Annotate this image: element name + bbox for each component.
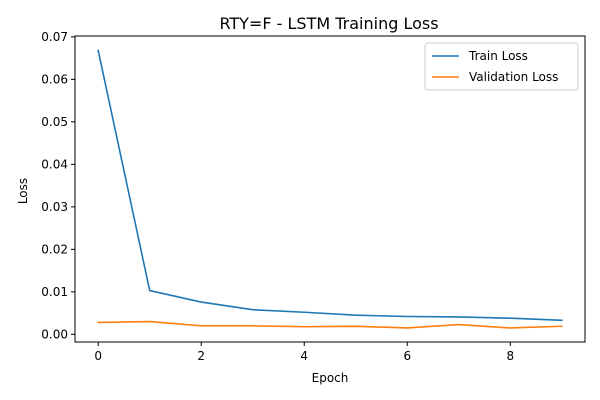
- x-tick-label: 2: [197, 349, 205, 363]
- legend-label-validation: Validation Loss: [469, 70, 558, 84]
- y-axis-label: Loss: [16, 178, 30, 204]
- legend: Train Loss Validation Loss: [424, 42, 579, 91]
- series-line-validation-loss: [97, 320, 563, 329]
- y-axis-ticks: 0.00 0.01 0.02 0.03 0.04 0.05 0.06 0.07: [41, 30, 75, 341]
- axes-frame: [74, 35, 586, 343]
- y-tick-label: 0.01: [41, 285, 68, 299]
- legend-label-train: Train Loss: [468, 49, 528, 63]
- series-lines: [97, 49, 563, 329]
- y-tick-label: 0.04: [41, 157, 68, 171]
- chart-title: RTY=F - LSTM Training Loss: [219, 14, 438, 33]
- x-axis-label: Epoch: [312, 371, 349, 385]
- y-tick-label: 0.02: [41, 242, 68, 256]
- y-tick-label: 0.07: [41, 30, 68, 44]
- y-tick-label: 0.06: [41, 72, 68, 86]
- x-tick-label: 8: [506, 349, 514, 363]
- legend-frame: [424, 42, 579, 91]
- y-tick-label: 0.03: [41, 200, 68, 214]
- x-axis-ticks: 0 2 4 6 8: [94, 342, 514, 363]
- y-tick-label: 0.05: [41, 115, 68, 129]
- series-line-train-loss: [97, 49, 563, 322]
- y-tick-label: 0.00: [41, 327, 68, 341]
- plot-area: 0 2 4 6 8 0.00 0.01 0.02 0.03 0.04 0.05 0.06 0.07: [41, 30, 586, 363]
- x-tick-label: 0: [94, 349, 102, 363]
- x-tick-label: 4: [300, 349, 308, 363]
- x-tick-label: 6: [403, 349, 411, 363]
